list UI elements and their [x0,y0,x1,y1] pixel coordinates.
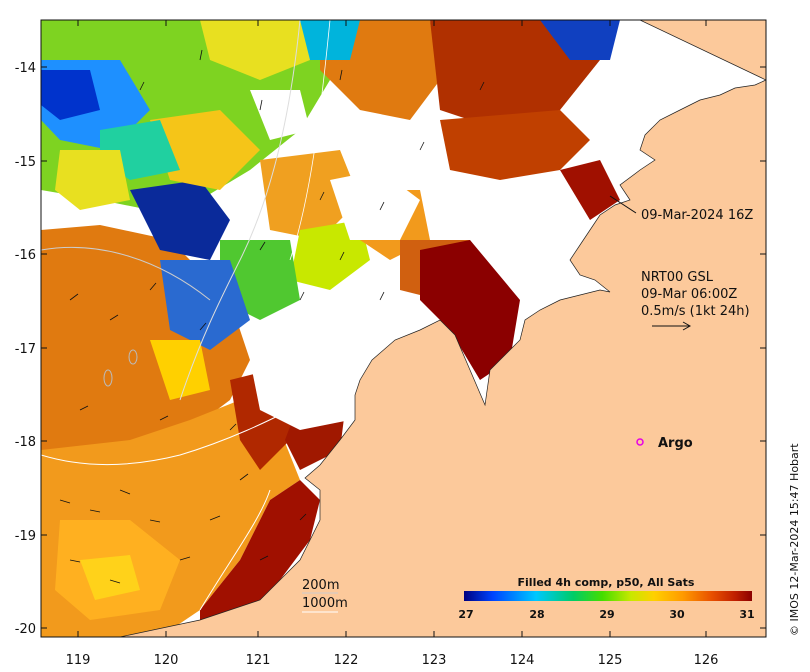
y-tick-label: -19 [15,529,36,544]
bathy-200-label: 200m [302,578,339,593]
x-tick-label: 120 [154,653,179,668]
y-tick-label: -16 [15,248,36,263]
colorbar-tick: 28 [529,608,544,621]
credit-label: © IMOS 12-Mar-2024 15:47 Hobart [788,443,801,636]
x-tick-label: 121 [246,653,271,668]
colorbar-tick: 30 [669,608,685,621]
plot-frame [40,19,767,638]
current-vectors [59,49,485,584]
argo-float-marker[interactable] [636,438,644,446]
y-tick-label: -14 [15,61,36,76]
x-axis: 119 120 121 122 123 124 125 126 [66,20,719,668]
nrt-label: NRT00 GSL [641,270,714,285]
x-tick-label: 125 [598,653,623,668]
x-tick-label: 126 [694,653,719,668]
x-tick-label: 123 [422,653,447,668]
colorbar-tick: 31 [739,608,754,621]
bathymetry-contours [41,20,331,611]
vector-scale-label: 0.5m/s (1kt 24h) [641,304,750,319]
nrt-time: 09-Mar 06:00Z [641,287,737,302]
sst-field [41,20,620,637]
colorbar-title: Filled 4h comp, p50, All Sats [518,576,695,589]
timestamp-label: 09-Mar-2024 16Z [641,208,753,223]
argo-label: Argo [658,436,693,451]
y-tick-label: -17 [15,342,36,357]
map-plot-area: 09-Mar-2024 16Z NRT00 GSL 09-Mar 06:00Z … [41,20,766,637]
x-tick-label: 122 [334,653,359,668]
colorbar-tick: 27 [458,608,473,621]
colorbar: Filled 4h comp, p50, All Sats 27 28 29 3… [458,576,754,621]
x-tick-label: 124 [510,653,535,668]
y-tick-label: -20 [15,622,36,637]
y-axis: -14 -15 -16 -17 -18 -19 -20 [15,61,766,637]
colorbar-tick: 29 [599,608,614,621]
y-tick-label: -15 [15,155,36,170]
timestamp-pointer [609,195,637,214]
land-mass [119,20,766,637]
x-tick-label: 119 [66,653,91,668]
colorbar-gradient [464,591,752,601]
y-tick-label: -18 [15,435,36,450]
bathy-1000-label: 1000m [302,596,348,611]
vector-scale-arrow [652,321,692,331]
